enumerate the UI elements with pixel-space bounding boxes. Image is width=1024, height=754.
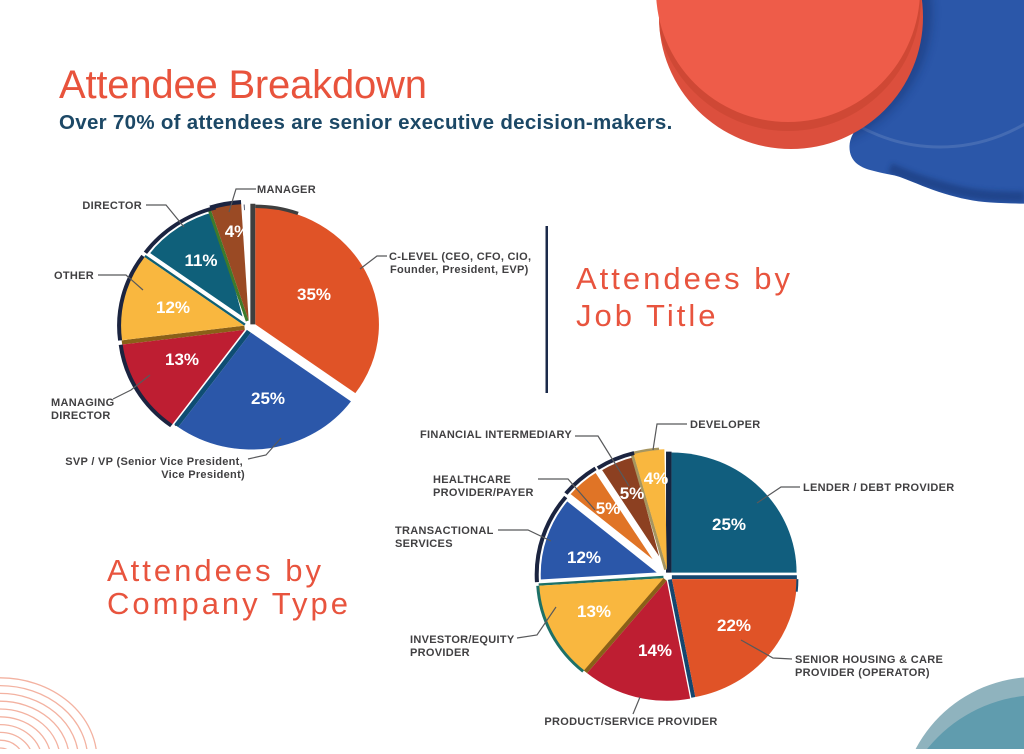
svg-text:DIRECTOR: DIRECTOR xyxy=(51,410,111,422)
svg-text:INVESTOR/EQUITY: INVESTOR/EQUITY xyxy=(410,634,515,646)
svg-text:13%: 13% xyxy=(577,602,611,621)
svg-text:SVP / VP (Senior Vice Presiden: SVP / VP (Senior Vice President, xyxy=(65,456,243,468)
svg-text:PROVIDER (OPERATOR): PROVIDER (OPERATOR) xyxy=(795,667,930,679)
svg-text:PROVIDER/PAYER: PROVIDER/PAYER xyxy=(433,487,534,499)
svg-text:25%: 25% xyxy=(712,515,746,534)
svg-text:Vice President): Vice President) xyxy=(161,469,245,481)
svg-text:12%: 12% xyxy=(156,298,190,317)
svg-text:TRANSACTIONAL: TRANSACTIONAL xyxy=(395,525,494,537)
svg-text:LENDER / DEBT PROVIDER: LENDER / DEBT PROVIDER xyxy=(803,482,954,494)
svg-text:13%: 13% xyxy=(165,350,199,369)
svg-text:SERVICES: SERVICES xyxy=(395,538,453,550)
svg-text:12%: 12% xyxy=(567,548,601,567)
svg-text:OTHER: OTHER xyxy=(54,270,94,282)
svg-text:MANAGING: MANAGING xyxy=(51,397,115,409)
svg-text:11%: 11% xyxy=(184,251,217,270)
svg-text:Attendees by: Attendees by xyxy=(576,261,793,296)
svg-text:5%: 5% xyxy=(620,484,645,503)
svg-text:Founder, President, EVP): Founder, President, EVP) xyxy=(390,264,529,276)
svg-text:DIRECTOR: DIRECTOR xyxy=(82,200,142,212)
svg-text:4%: 4% xyxy=(225,222,250,241)
svg-text:FINANCIAL INTERMEDIARY: FINANCIAL INTERMEDIARY xyxy=(420,429,572,441)
svg-text:SENIOR HOUSING & CARE: SENIOR HOUSING & CARE xyxy=(795,654,943,666)
svg-text:22%: 22% xyxy=(717,616,751,635)
svg-text:C-LEVEL (CEO, CFO, CIO,: C-LEVEL (CEO, CFO, CIO, xyxy=(389,251,531,263)
svg-text:PROVIDER: PROVIDER xyxy=(410,647,470,659)
svg-text:5%: 5% xyxy=(596,499,621,518)
svg-text:Attendees by: Attendees by xyxy=(107,553,324,588)
svg-text:Attendee Breakdown: Attendee Breakdown xyxy=(59,63,427,107)
svg-text:PRODUCT/SERVICE PROVIDER: PRODUCT/SERVICE PROVIDER xyxy=(544,716,717,728)
svg-text:14%: 14% xyxy=(638,641,672,660)
svg-text:Company Type: Company Type xyxy=(107,586,351,621)
svg-text:35%: 35% xyxy=(297,285,331,304)
svg-text:4%: 4% xyxy=(644,469,669,488)
svg-text:Job Title: Job Title xyxy=(576,298,718,333)
svg-text:DEVELOPER: DEVELOPER xyxy=(690,419,761,431)
svg-text:25%: 25% xyxy=(251,389,285,408)
svg-text:Over 70% of attendees are seni: Over 70% of attendees are senior executi… xyxy=(59,111,673,134)
svg-text:HEALTHCARE: HEALTHCARE xyxy=(433,474,511,486)
svg-text:MANAGER: MANAGER xyxy=(257,184,316,196)
